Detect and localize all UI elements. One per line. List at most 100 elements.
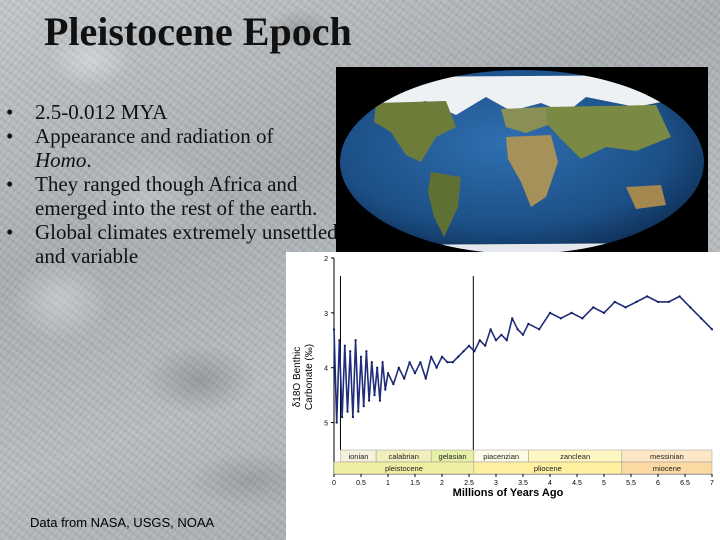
series-point bbox=[678, 295, 681, 298]
series-point bbox=[521, 333, 525, 336]
x-tick-label: 2 bbox=[440, 480, 444, 487]
epoch-label: miocene bbox=[653, 464, 681, 473]
bullet-marker: • bbox=[6, 172, 14, 196]
series-point bbox=[710, 328, 714, 331]
series-point bbox=[386, 372, 390, 375]
stage-label: piacenzian bbox=[483, 452, 519, 461]
series-point bbox=[430, 355, 433, 358]
series-point bbox=[505, 339, 508, 342]
series-point bbox=[500, 333, 503, 336]
series-point bbox=[473, 350, 476, 353]
series-point bbox=[408, 361, 411, 364]
x-tick-label: 5 bbox=[602, 480, 606, 487]
stage-label: zanclean bbox=[560, 452, 590, 461]
series-point bbox=[538, 328, 541, 331]
series-point bbox=[484, 344, 487, 347]
series-point bbox=[635, 300, 638, 303]
series-point bbox=[341, 415, 344, 419]
slide-title: Pleistocene Epoch bbox=[44, 9, 352, 54]
series-point bbox=[384, 388, 387, 391]
x-tick-label: 4.5 bbox=[572, 480, 582, 487]
series-point bbox=[646, 295, 649, 298]
series-point bbox=[613, 300, 616, 303]
series-point bbox=[343, 344, 346, 347]
bullet-text: 2.5-0.012 MYA bbox=[35, 100, 168, 124]
y-tick-label: 5 bbox=[324, 421, 328, 428]
series-point bbox=[365, 350, 368, 353]
epoch-band bbox=[621, 461, 713, 475]
africa bbox=[506, 135, 558, 207]
bullet-text: They ranged though Africa and emerged in… bbox=[35, 172, 318, 220]
series-point bbox=[451, 361, 454, 364]
series-point bbox=[424, 377, 427, 380]
bullet-marker: • bbox=[6, 100, 14, 124]
bullet-list: • 2.5-0.012 MYA • Appearance and radiati… bbox=[6, 100, 346, 268]
x-tick-label: 0 bbox=[332, 480, 336, 487]
series-point bbox=[397, 366, 400, 369]
series-point bbox=[559, 317, 562, 320]
series-point bbox=[516, 328, 519, 331]
x-tick-label: 7 bbox=[710, 480, 714, 487]
series-point bbox=[527, 322, 530, 325]
x-tick-label: 1 bbox=[386, 480, 390, 487]
south-america bbox=[428, 172, 461, 237]
y-tick-label: 3 bbox=[324, 311, 328, 318]
epoch-label: pliocene bbox=[534, 464, 562, 473]
y-axis-label-line1: δ18O Benthic bbox=[292, 347, 303, 408]
series-point bbox=[357, 410, 360, 413]
series-point bbox=[354, 339, 357, 342]
series-point bbox=[346, 410, 349, 413]
series-point bbox=[467, 344, 471, 347]
series-point bbox=[581, 317, 584, 320]
bullet-item: • They ranged though Africa and emerged … bbox=[6, 172, 346, 220]
y-tick-label: 4 bbox=[324, 366, 328, 373]
series-point bbox=[511, 317, 514, 320]
series-point bbox=[440, 355, 444, 358]
series-point bbox=[335, 421, 338, 424]
series-point bbox=[446, 361, 449, 364]
north-america bbox=[374, 101, 456, 162]
x-tick-label: 3 bbox=[494, 480, 498, 487]
europe bbox=[501, 107, 548, 133]
x-tick-label: 5.5 bbox=[626, 480, 636, 487]
stage-label: gelasian bbox=[439, 452, 467, 461]
asia bbox=[546, 105, 671, 159]
series-point bbox=[592, 306, 595, 309]
series-point bbox=[392, 383, 395, 386]
stage-label: calabrian bbox=[388, 452, 418, 461]
source-caption: Data from NASA, USGS, NOAA bbox=[30, 515, 215, 530]
series-point bbox=[370, 361, 373, 364]
bullet-item: • Appearance and radiation of Homo. bbox=[6, 124, 346, 172]
series-point bbox=[381, 361, 384, 364]
y-axis-label-line2: Carbonate (‰) bbox=[304, 344, 315, 410]
series-point bbox=[570, 311, 573, 314]
x-tick-label: 3.5 bbox=[518, 480, 528, 487]
series-point bbox=[413, 372, 417, 375]
bullet-text-end: . bbox=[86, 148, 92, 172]
series-point bbox=[419, 361, 422, 364]
series-point bbox=[478, 339, 481, 342]
series-point bbox=[494, 339, 498, 342]
stage-label: messinian bbox=[650, 452, 684, 461]
series-point bbox=[362, 405, 365, 408]
series-point bbox=[689, 306, 692, 309]
series-point bbox=[667, 300, 670, 303]
series-point bbox=[351, 415, 354, 419]
epoch-label: pleistocene bbox=[385, 464, 423, 473]
bullet-text-italic: Homo bbox=[35, 148, 87, 172]
x-tick-label: 6 bbox=[656, 480, 660, 487]
series-point bbox=[457, 355, 460, 358]
stage-label: ionian bbox=[348, 452, 368, 461]
series-point bbox=[378, 399, 381, 402]
x-tick-label: 0.5 bbox=[356, 480, 366, 487]
bullet-item: • Global climates extremely unsettled an… bbox=[6, 220, 346, 268]
series-point bbox=[656, 300, 660, 303]
series-point bbox=[403, 377, 406, 380]
x-tick-label: 1.5 bbox=[410, 480, 420, 487]
x-tick-label: 6.5 bbox=[680, 480, 690, 487]
series-point bbox=[435, 366, 438, 369]
chart-svg: ionian calabrian gelasian piacenzian zanclea… bbox=[292, 256, 714, 499]
series-point bbox=[368, 399, 371, 402]
series-point bbox=[700, 317, 703, 320]
